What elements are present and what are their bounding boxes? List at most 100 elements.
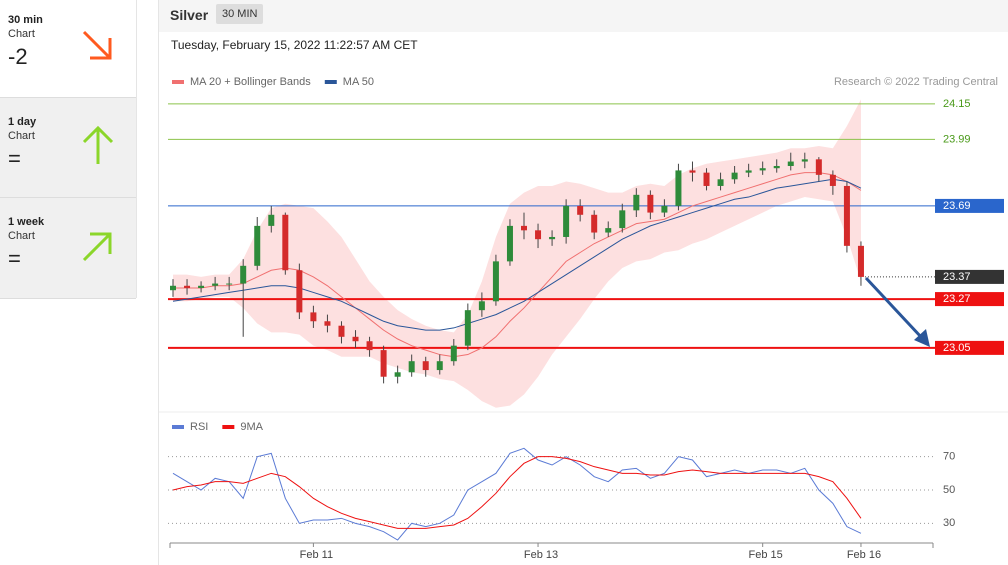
candle-body [535, 230, 542, 240]
bollinger-band [173, 99, 861, 408]
candle-body [731, 172, 738, 180]
candle-body [436, 361, 443, 371]
legend-label: 9MA [240, 421, 263, 433]
candle-body [324, 321, 331, 326]
candle-body [226, 283, 233, 285]
legend-label: MA 50 [343, 76, 374, 88]
legend-label: RSI [190, 421, 208, 433]
header-bar: Silver 30 MIN [159, 0, 1008, 32]
x-tick-label: Feb 13 [524, 549, 558, 561]
instrument: Silver [170, 7, 209, 23]
candle-body [745, 170, 752, 173]
candle-body [717, 179, 724, 186]
indicator-line [172, 456, 862, 529]
candle-body [506, 225, 513, 262]
arrow-head [914, 329, 930, 347]
candle-body [591, 214, 598, 233]
period: 1 week [8, 216, 45, 228]
level-tag [935, 269, 1004, 284]
candle-body [380, 350, 387, 377]
candle-body [577, 205, 584, 215]
level-label: 23.69 [943, 200, 971, 212]
subtitle: Chart [8, 130, 35, 142]
arrow-icon [82, 30, 112, 60]
candle-body [478, 301, 485, 311]
level-label: 23.99 [943, 133, 971, 145]
candle-body [394, 372, 401, 377]
score: = [8, 246, 21, 271]
y-tick-label: 50 [943, 484, 955, 496]
candle-body [787, 161, 794, 166]
candle-body [521, 225, 527, 231]
candle-body [647, 194, 654, 213]
candle-body [268, 214, 275, 226]
candle-body [198, 285, 205, 288]
candle-body [170, 285, 176, 291]
interval[interactable]: 30 MIN [216, 4, 264, 24]
candle-body [352, 336, 359, 342]
candle-body [857, 245, 864, 277]
candle-body [282, 214, 289, 271]
ma-line [172, 178, 862, 331]
arrow-icon [82, 232, 112, 262]
indicator-line [172, 447, 862, 541]
legend-swatch [172, 425, 184, 429]
sidebar: 30 min Chart -2 1 day Chart = 1 week Cha… [0, 0, 137, 299]
legend-swatch [324, 80, 337, 84]
candle-body [184, 285, 191, 288]
legend-label: MA 20 + Bollinger Bands [190, 76, 311, 88]
candle-body [689, 170, 696, 173]
candle-body [212, 283, 219, 286]
arrow-shaft [864, 276, 924, 340]
candle-body [633, 194, 640, 211]
candle-body [240, 265, 247, 284]
candle-body [773, 165, 780, 169]
candle-body [843, 185, 850, 246]
subtitle: Chart [8, 28, 35, 40]
candle-body [759, 168, 766, 171]
signal-panel[interactable]: 1 day Chart = [0, 97, 136, 198]
candle-body [408, 361, 415, 373]
candle-body [366, 341, 373, 351]
credit: Research © 2022 Trading Central [834, 76, 998, 88]
candle-body [619, 210, 626, 229]
score: = [8, 146, 21, 171]
legend-swatch [172, 80, 184, 84]
candle-body [310, 312, 317, 322]
candle-body [338, 325, 345, 337]
level-label: 23.27 [943, 293, 971, 305]
candle-body [815, 159, 822, 175]
candle-body [675, 170, 682, 206]
candle-body [703, 172, 710, 186]
chart-panel: Silver 30 MIN Tuesday, February 15, 2022… [158, 0, 1008, 565]
candle-body [661, 205, 668, 213]
level-tag [935, 340, 1004, 355]
candle-body [296, 270, 303, 313]
x-tick-label: Feb 15 [749, 549, 783, 561]
level-label: 23.37 [943, 271, 971, 283]
y-tick-label: 70 [943, 451, 955, 463]
legend-swatch [222, 425, 235, 429]
level-label: 23.05 [943, 342, 971, 354]
score: -2 [8, 44, 28, 69]
arrow-icon [82, 125, 114, 164]
signal-panel[interactable]: 30 min Chart -2 [0, 0, 136, 100]
period: 1 day [8, 116, 37, 128]
level-tag [935, 292, 1004, 307]
candle-body [801, 159, 808, 162]
level-tag [935, 198, 1004, 213]
candle-body [563, 205, 570, 237]
x-tick-label: Feb 11 [300, 549, 333, 561]
candle-body [464, 310, 471, 346]
candle-body [254, 225, 261, 266]
signal-panel[interactable]: 1 week Chart = [0, 197, 136, 299]
timestamp: Tuesday, February 15, 2022 11:22:57 AM C… [171, 38, 418, 52]
candle-body [450, 345, 457, 362]
candle-body [492, 261, 499, 302]
forecast-arrow [864, 276, 930, 347]
candle-body [422, 361, 429, 371]
candle-body [605, 228, 612, 233]
period: 30 min [8, 14, 43, 26]
